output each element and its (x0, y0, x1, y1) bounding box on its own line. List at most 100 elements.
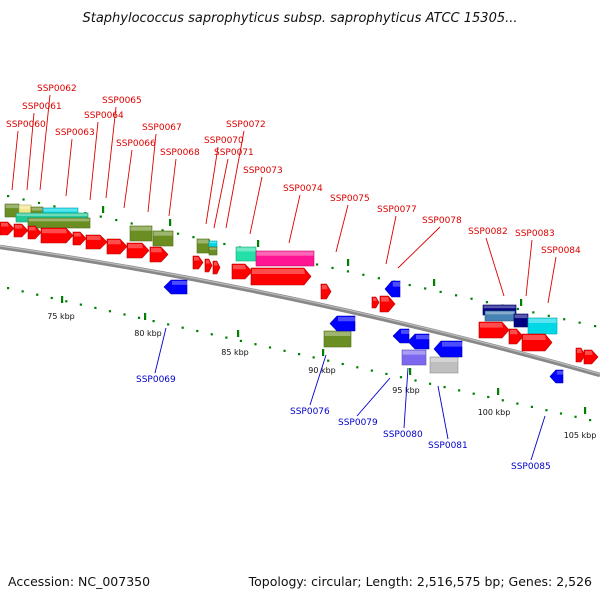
upper-scale-dot (563, 318, 566, 321)
forward-gene-label: SSP0077 (377, 205, 417, 215)
lower-scale-dot (50, 296, 53, 300)
forward-gene-arrow (0, 221, 15, 236)
forward-gene-arrow (192, 255, 204, 270)
forward-gene-arrow-shine (1, 223, 9, 227)
forward-gene-arrow (478, 321, 510, 339)
forward-gene-label: SSP0074 (283, 184, 323, 194)
domain-block (152, 230, 174, 247)
forward-gene-label: SSP0070 (204, 136, 244, 146)
lower-scale-dot (79, 303, 82, 306)
reverse-gene-leader (437, 385, 449, 440)
domain-block-shine (209, 241, 217, 244)
scale-label: 105 kbp (564, 431, 597, 440)
domain-block-shine (256, 251, 314, 256)
forward-gene-leader (105, 106, 117, 199)
forward-gene-arrow (212, 260, 221, 275)
forward-gene-leader (205, 146, 219, 225)
reverse-gene-label: SSP0080 (383, 430, 423, 440)
reverse-gene-label: SSP0085 (511, 462, 551, 472)
domain-block-shine (197, 239, 209, 244)
scale-tick (237, 330, 240, 337)
scale-tick (102, 206, 105, 213)
scale-tick (169, 219, 172, 226)
scale-labels: 75 kbp 80 kbp 85 kbp 90 kbp 95 kbp 100 kbp 105… (47, 312, 596, 440)
upper-scale-dot (470, 297, 473, 300)
lower-scale-dot (196, 329, 199, 333)
forward-gene-arrow-shine (128, 244, 143, 249)
scale-ticks (61, 206, 587, 414)
domain-block-shine (430, 357, 458, 362)
reverse-gene-arrow (407, 333, 430, 350)
forward-gene-arrow (126, 242, 150, 259)
forward-gene-leader (65, 138, 73, 197)
lower-scale-dot (327, 359, 330, 362)
forward-gene-leader (225, 130, 245, 229)
upper-scale-dot (547, 314, 550, 317)
lower-scale-dot (545, 409, 548, 412)
forward-gene-label: SSP0063 (55, 128, 95, 138)
forward-gene-leader (249, 176, 263, 235)
forward-gene-arrow (204, 258, 213, 273)
reverse-gene-arrow (329, 315, 356, 332)
lower-scale-dot (530, 405, 533, 408)
forward-gene-arrow (250, 267, 312, 286)
lower-scale-dot (167, 323, 170, 326)
upper-scale-dot (454, 294, 458, 297)
forward-gene-arrow (521, 333, 553, 352)
lower-scale-dot (589, 419, 592, 422)
forward-gene-leader (11, 130, 19, 191)
reverse-gene-arrow (392, 328, 410, 344)
domain-block-shine (43, 208, 78, 212)
lower-scale-dot (7, 287, 10, 290)
reverse-gene-label: SSP0076 (290, 407, 330, 417)
lower-scale-dot (283, 349, 286, 352)
forward-gene-arrow (13, 223, 29, 238)
domain-block-shine (31, 207, 43, 211)
lower-scale-dot (210, 333, 213, 336)
forward-gene-arrow (320, 283, 332, 300)
lower-scale-dot (36, 293, 39, 296)
forward-gene-label: SSP0073 (243, 166, 283, 176)
domain-block-shine (28, 218, 90, 222)
lower-scale-dot (443, 386, 446, 389)
lower-scale-dot (501, 399, 504, 402)
lower-scale-dot (370, 369, 373, 372)
genome-backbone-highlight (0, 245, 600, 375)
lower-scale-dot (356, 366, 359, 369)
label-leaders (11, 94, 557, 461)
domain-block-shine (514, 314, 528, 319)
upper-scale-dot (424, 287, 427, 290)
feature-tracks (0, 203, 599, 384)
domain-block-shine (19, 205, 31, 209)
domain-block (208, 246, 218, 256)
lower-scale-dot (225, 336, 228, 339)
reverse-gene-arrow-shine (172, 281, 188, 285)
upper-scale-dot (53, 205, 56, 208)
forward-gene-arrow (85, 234, 108, 250)
forward-gene-leader (123, 149, 133, 209)
forward-gene-arrow-shine (29, 227, 37, 231)
scale-tick (520, 299, 523, 306)
domain-block (255, 250, 315, 267)
lower-scale-dot (123, 313, 126, 316)
upper-scale-dot (7, 195, 10, 198)
domain-block (401, 349, 427, 366)
forward-gene-arrow-shine (194, 257, 200, 261)
scale-tick (584, 407, 587, 414)
reverse-gene-leader (356, 377, 391, 417)
forward-gene-leader (485, 237, 505, 297)
forward-gene-arrow-shine (510, 330, 518, 335)
forward-gene-label: SSP0084 (541, 246, 581, 256)
forward-gene-leader (547, 256, 557, 304)
scale-tick (322, 349, 325, 356)
reverse-gene-leader (154, 327, 167, 374)
domain-block-shine (324, 331, 351, 336)
lower-scale-dot (65, 300, 68, 303)
forward-gene-arrow (40, 227, 74, 244)
forward-gene-label: SSP0078 (422, 216, 462, 226)
reverse-gene-label: SSP0069 (136, 375, 176, 385)
upper-scale-dot (377, 277, 380, 280)
forward-gene-arrow-shine (233, 265, 246, 270)
lower-scale-dot (574, 415, 577, 418)
scale-label: 100 kbp (478, 408, 511, 417)
